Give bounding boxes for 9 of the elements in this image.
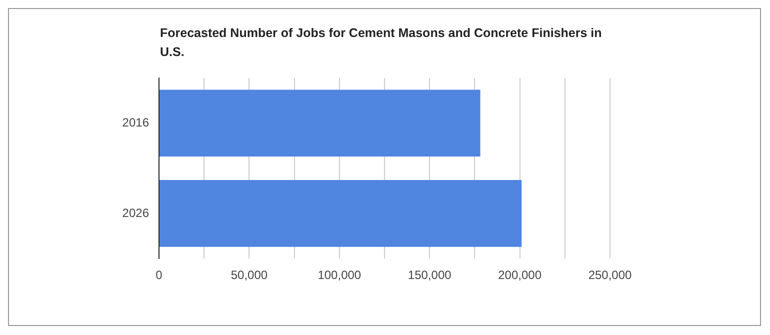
x-tick-label: 0 — [156, 268, 163, 282]
x-tick-label: 50,000 — [230, 268, 268, 282]
chart-title: Forecasted Number of Jobs for Cement Masons and Concrete Finishers in U.S. — [160, 25, 603, 61]
x-tick-label: 100,000 — [318, 268, 362, 282]
y-tick-label: 2016 — [122, 115, 150, 130]
y-tick-label: 2026 — [122, 206, 150, 220]
x-tick-label: 250,000 — [588, 268, 632, 282]
x-tick-label: 150,000 — [408, 268, 452, 282]
x-tick-label: 200,000 — [498, 268, 542, 282]
